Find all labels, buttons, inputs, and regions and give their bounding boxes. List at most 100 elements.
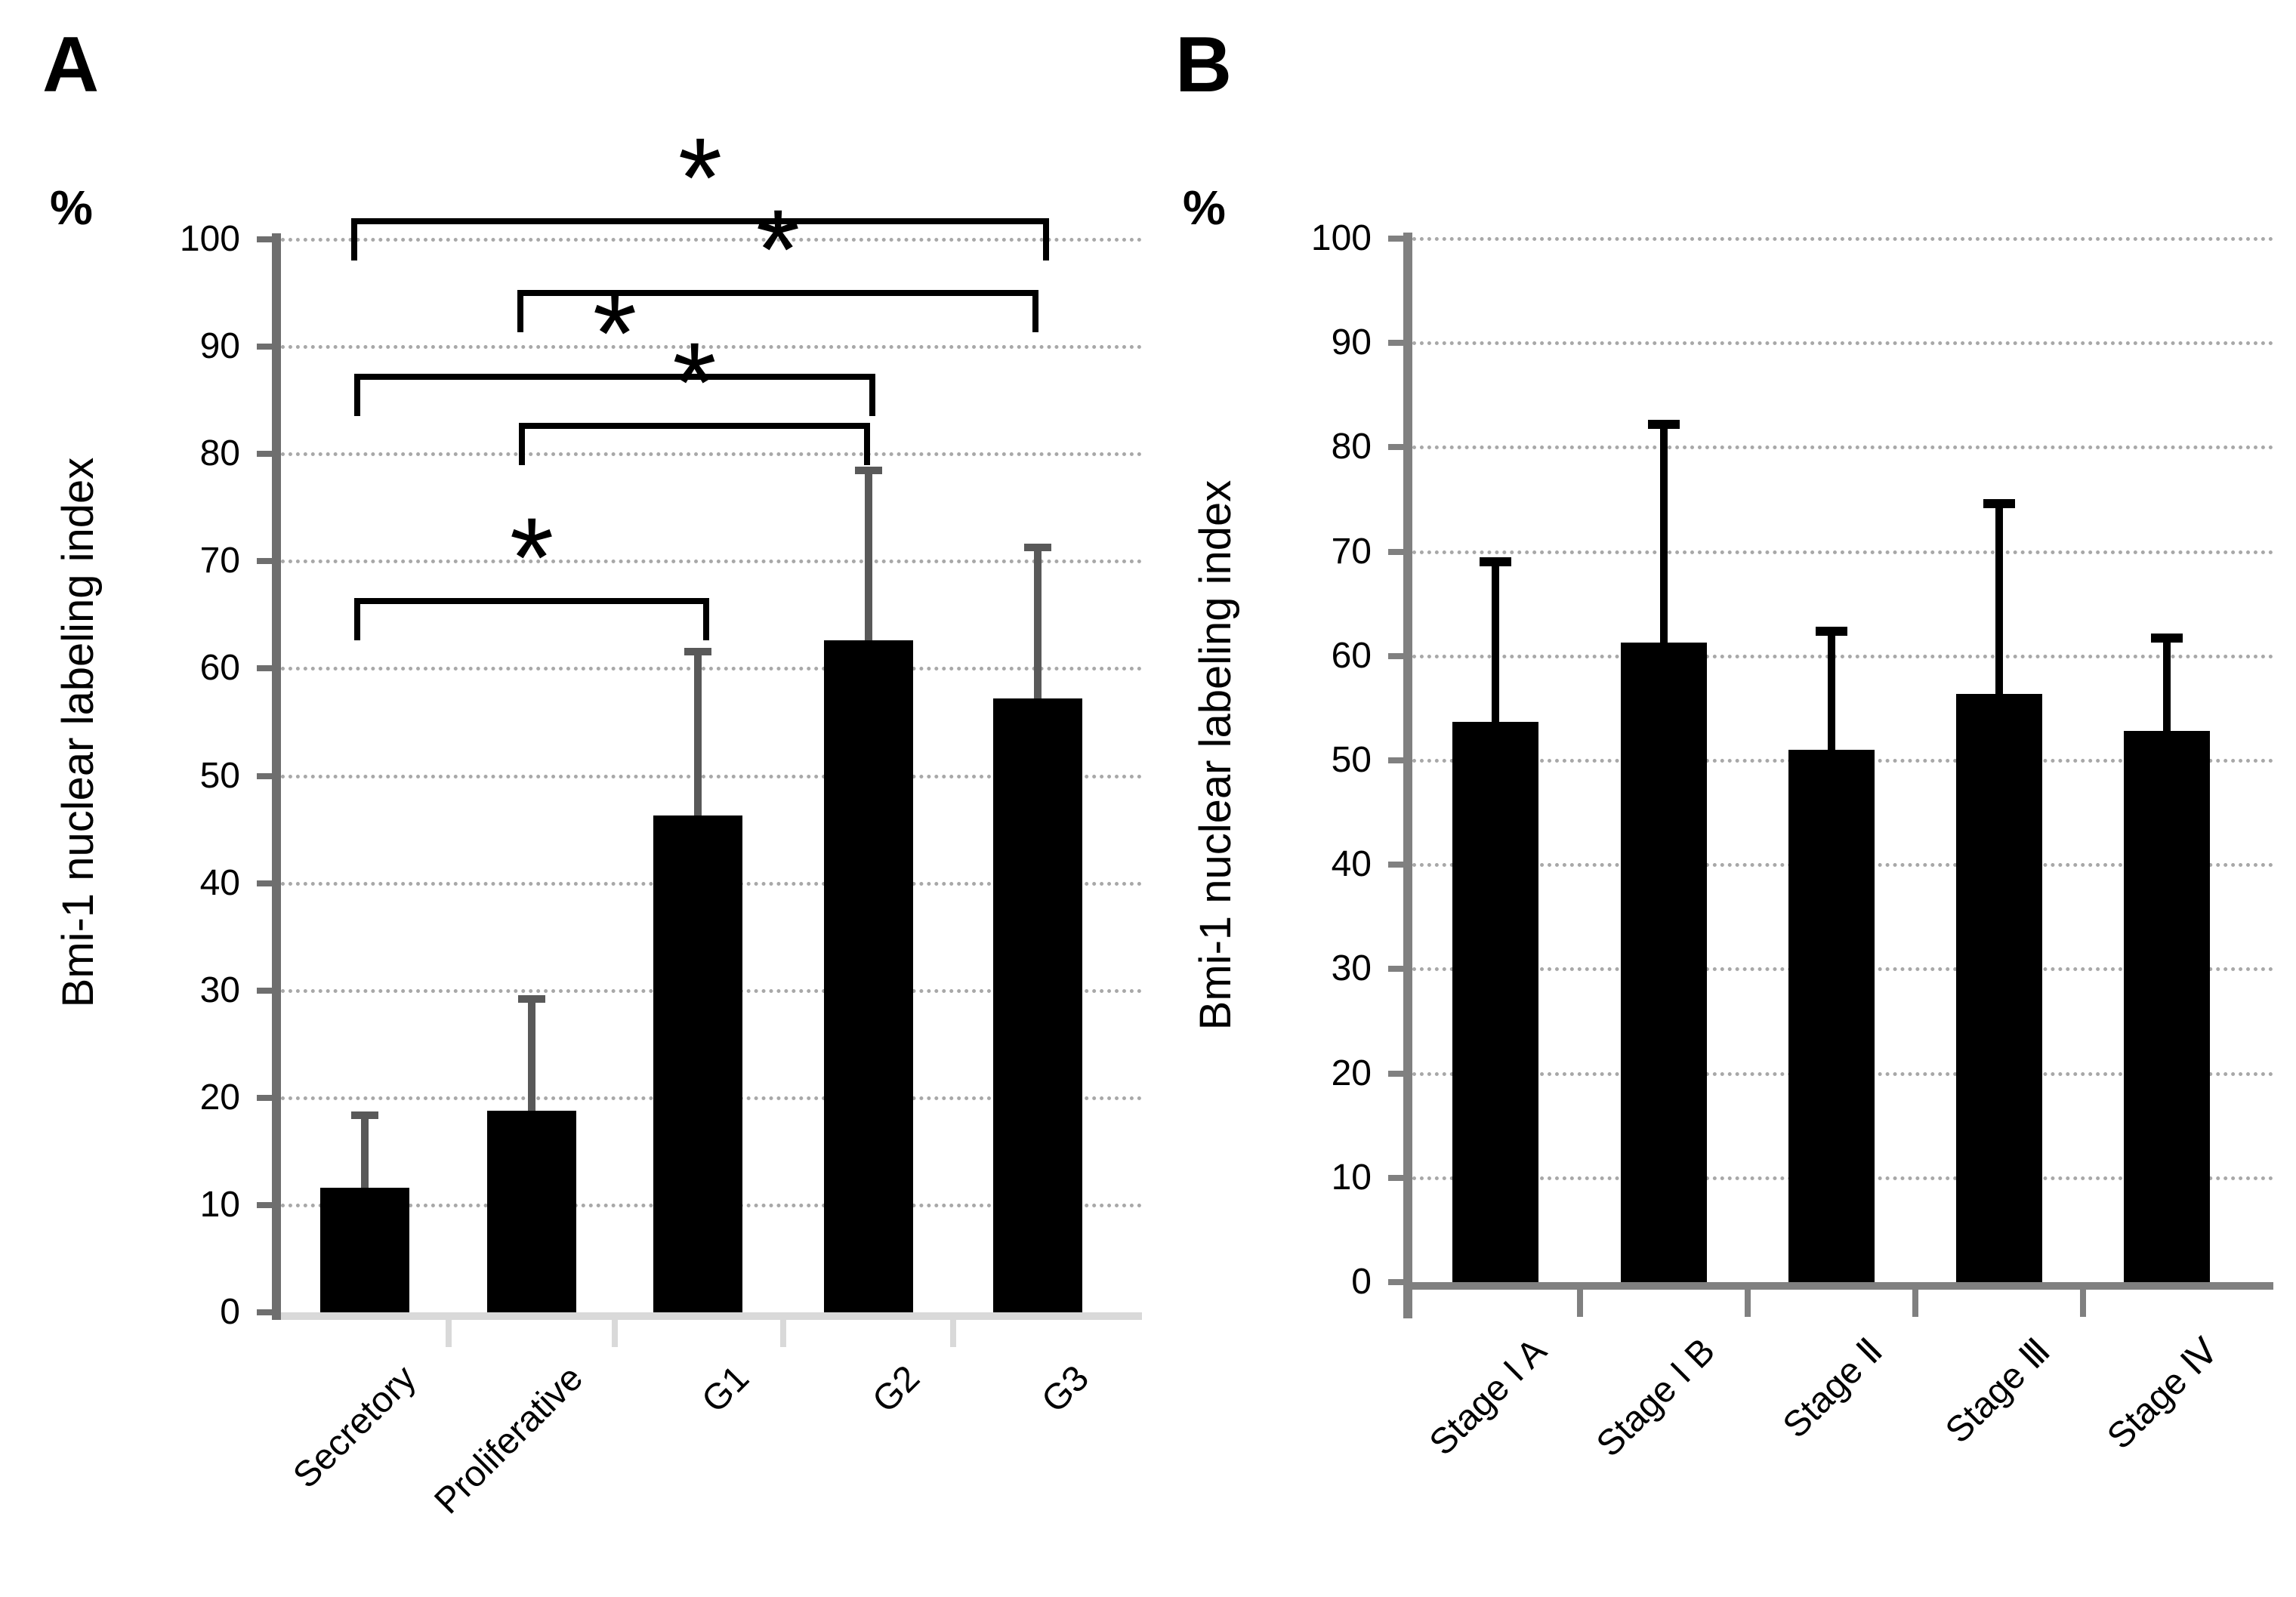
y-tick-mark: [1388, 548, 1403, 555]
y-tick-mark: [257, 1309, 272, 1315]
y-tick-label: 30: [1331, 948, 1372, 989]
error-bar: [865, 470, 872, 652]
category-boundary-tick: [1912, 1290, 1918, 1317]
y-gridline: [281, 774, 1142, 778]
y-gridline: [281, 667, 1142, 671]
error-bar: [361, 1115, 369, 1199]
y-gridline: [1412, 654, 2273, 658]
y-gridline: [1412, 550, 2273, 554]
bar: [993, 698, 1082, 1312]
y-tick-mark: [1388, 862, 1403, 868]
significance-bracket: [354, 597, 709, 640]
y-tick-mark: [1388, 1174, 1403, 1181]
error-bar: [694, 651, 702, 827]
error-bar: [1828, 630, 1835, 761]
error-bar-cap: [1024, 543, 1051, 551]
panel-b-label: B: [1175, 21, 1233, 109]
error-bar-cap: [855, 466, 882, 474]
bar: [653, 815, 742, 1312]
y-tick-label: 0: [220, 1292, 240, 1332]
y-gridline: [281, 345, 1142, 350]
bar: [824, 640, 913, 1312]
y-tick-label: 40: [199, 862, 240, 903]
y-tick-mark: [257, 451, 272, 458]
y-tick-label: 70: [1331, 531, 1372, 572]
error-bar-cap: [1480, 557, 1511, 567]
category-boundary-tick: [445, 1320, 452, 1347]
y-tick-label: 70: [199, 541, 240, 581]
y-tick-label: 20: [199, 1077, 240, 1118]
y-tick-mark: [1388, 966, 1403, 973]
y-tick-label: 30: [199, 970, 240, 1010]
significance-asterisk: *: [509, 493, 554, 621]
x-baseline: [1412, 1282, 2273, 1290]
error-bar-cap: [1983, 499, 2015, 509]
y-tick-label: 100: [1310, 218, 1372, 258]
y-tick-label: 100: [179, 219, 240, 259]
y-tick-label: 50: [199, 755, 240, 796]
significance-asterisk: *: [755, 185, 801, 313]
y-tick-mark: [257, 665, 272, 672]
percent-symbol-a: %: [50, 180, 93, 235]
y-tick-mark: [257, 1201, 272, 1208]
panel-a-label: A: [42, 21, 100, 109]
error-bar: [1995, 504, 2003, 704]
y-tick-mark: [1388, 340, 1403, 347]
y-tick-label: 0: [1351, 1262, 1372, 1302]
significance-bracket: [354, 373, 875, 416]
bar: [1452, 721, 1538, 1282]
error-bar-cap: [351, 1111, 378, 1119]
error-bar: [1660, 424, 1668, 653]
bar: [487, 1110, 576, 1312]
significance-bracket: [517, 289, 1038, 332]
error-bar-cap: [2151, 634, 2183, 643]
y-tick-mark: [257, 772, 272, 779]
category-boundary-tick: [1576, 1290, 1583, 1317]
y-axis-line: [272, 233, 281, 1320]
y-tick-mark: [1388, 652, 1403, 659]
y-tick-mark: [257, 880, 272, 886]
y-tick-mark: [1388, 1070, 1403, 1077]
bar: [1788, 750, 1875, 1282]
y-gridline: [281, 452, 1142, 457]
y-tick-mark: [1388, 757, 1403, 763]
y-tick-label: 10: [1331, 1157, 1372, 1198]
y-gridline: [1412, 445, 2273, 450]
y-tick-label: 80: [199, 433, 240, 474]
significance-bracket: [351, 217, 1049, 261]
category-boundary-tick: [2080, 1290, 2086, 1317]
y-gridline: [1412, 341, 2273, 346]
y-tick-mark: [257, 236, 272, 242]
category-boundary-tick: [780, 1320, 786, 1347]
y-axis-title-a: Bmi-1 nuclear labeling index: [54, 457, 103, 1008]
error-bar-cap: [518, 995, 545, 1004]
percent-symbol-b: %: [1183, 180, 1226, 235]
y-axis-line: [1403, 233, 1412, 1318]
y-tick-mark: [1388, 1279, 1403, 1285]
y-tick-label: 40: [1331, 844, 1372, 885]
y-tick-mark: [257, 1094, 272, 1101]
y-gridline: [281, 238, 1142, 242]
bar: [1956, 693, 2042, 1282]
category-boundary-tick: [950, 1320, 956, 1347]
significance-asterisk: *: [677, 113, 723, 241]
significance-bracket: [519, 422, 870, 465]
x-baseline: [281, 1312, 1142, 1320]
category-boundary-tick: [612, 1320, 618, 1347]
y-tick-mark: [257, 558, 272, 565]
y-tick-mark: [257, 987, 272, 994]
category-boundary-tick: [1745, 1290, 1751, 1317]
bar: [2124, 731, 2210, 1282]
bar: [1621, 642, 1707, 1282]
y-gridline: [281, 560, 1142, 564]
y-tick-label: 60: [199, 648, 240, 689]
y-tick-mark: [1388, 236, 1403, 242]
y-tick-label: 10: [199, 1184, 240, 1225]
y-tick-label: 90: [199, 326, 240, 367]
significance-asterisk: *: [592, 269, 637, 396]
error-bar-cap: [1816, 626, 1847, 636]
error-bar: [1492, 562, 1499, 732]
significance-asterisk: *: [672, 318, 717, 445]
y-tick-mark: [1388, 444, 1403, 451]
